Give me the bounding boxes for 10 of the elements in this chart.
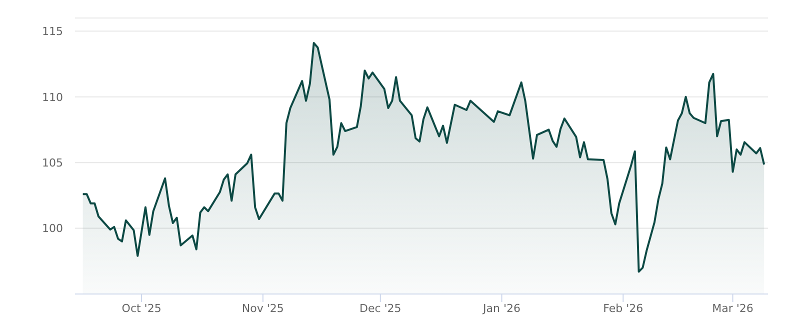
y-tick-label: 100 [42, 222, 63, 236]
y-tick-label: 105 [42, 156, 63, 170]
x-tick-label: Mar '26 [712, 302, 754, 315]
x-tick-label: Feb '26 [603, 302, 644, 315]
y-tick-label: 110 [42, 90, 63, 104]
x-tick-label: Oct '25 [122, 302, 162, 315]
x-tick-label: Nov '25 [242, 302, 284, 315]
x-tick-label: Jan '26 [482, 302, 521, 315]
y-tick-label: 115 [42, 25, 63, 38]
x-tick-label: Dec '25 [359, 302, 402, 315]
